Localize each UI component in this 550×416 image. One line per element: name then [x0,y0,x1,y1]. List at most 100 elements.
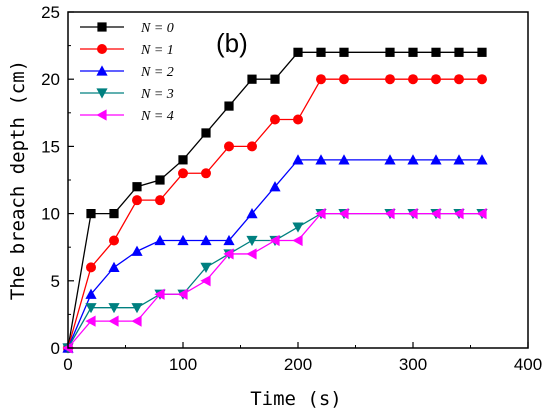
data-point-n0 [339,47,349,57]
legend-item-n3: N = 3 [80,87,174,102]
legend-marker [96,109,107,121]
data-point-n2 [131,245,143,256]
y-tick-label: 10 [41,205,60,224]
legend-label: N = 1 [140,43,174,58]
series-line-n0 [67,51,482,349]
data-point-n1 [477,74,487,85]
x-axis-title: Time (s) [250,388,342,410]
data-point-n4 [315,208,326,220]
data-point-n1 [178,168,188,179]
legend-item-n0: N = 0 [80,21,174,36]
legend-item-n4: N = 4 [80,109,174,124]
legend-label: N = 2 [140,65,174,80]
data-point-n1 [408,74,418,85]
x-tick-label: 200 [284,355,312,374]
legend-marker [96,88,108,99]
data-point-n2 [430,154,442,165]
y-tick-label: 15 [41,137,60,156]
data-point-n3 [200,262,212,273]
data-point-n4 [131,315,142,327]
legend-label: N = 3 [140,87,174,102]
data-point-n2 [200,234,212,246]
y-tick-label: 20 [41,70,60,89]
data-point-n0 [431,47,441,57]
data-point-n1 [201,168,211,179]
data-point-n0 [132,182,142,192]
legend-item-n2: N = 2 [80,65,174,80]
data-point-n1 [109,235,119,246]
data-point-n0 [408,47,418,57]
series-n3 [62,209,488,354]
data-point-n2 [407,154,419,165]
series-n0 [63,47,487,353]
legend-label: N = 0 [140,21,174,36]
series-line-n4 [67,212,482,349]
panel-label: (b) [216,28,248,58]
data-point-n0 [454,47,464,57]
data-point-n2 [154,234,166,246]
data-point-n0 [270,74,280,84]
data-point-n4 [430,208,441,220]
legend-marker [97,22,107,32]
data-point-n2 [476,154,488,165]
data-point-n1 [224,141,234,152]
series-n1 [63,74,487,353]
data-point-n4 [246,248,257,260]
data-point-n4 [85,315,96,327]
x-tick-label: 0 [63,355,72,374]
x-tick-label: 400 [514,355,542,374]
y-tick-label: 25 [41,3,60,22]
data-point-n1 [431,74,441,85]
y-tick-label: 5 [51,272,60,291]
data-point-n2 [246,208,258,219]
data-point-n0 [86,209,96,219]
data-point-n1 [270,114,280,125]
data-point-n0 [385,47,395,57]
legend-marker [97,44,107,54]
data-point-n3 [85,303,97,314]
data-point-n1 [454,74,464,85]
data-point-n0 [477,47,487,57]
data-point-n1 [385,74,395,85]
data-point-n4 [407,208,418,220]
legend-marker [96,65,108,76]
data-point-n0 [109,209,119,219]
data-point-n4 [453,208,464,220]
plot-frame [67,11,529,349]
legend: N = 0 N = 1 N = 2 N = 3 N = 4 [80,21,174,124]
data-point-n0 [201,128,211,138]
data-point-n4 [384,208,395,220]
data-point-n2 [315,154,327,165]
data-point-n0 [247,74,257,84]
data-point-n2 [292,154,304,165]
series-line-n3 [67,212,482,349]
data-point-n1 [132,195,142,206]
data-point-n4 [154,288,165,300]
data-point-n0 [293,47,303,57]
data-point-n4 [177,288,188,300]
series-n2 [62,154,488,353]
legend-item-n1: N = 1 [80,43,174,58]
data-point-n3 [246,235,258,247]
data-point-n4 [476,208,487,220]
data-point-n3 [292,222,304,233]
legend-label: N = 4 [140,109,174,124]
data-point-n1 [293,114,303,125]
data-point-n4 [223,248,234,260]
data-point-n2 [108,261,120,272]
data-point-n1 [339,74,349,85]
data-point-n0 [155,175,165,185]
data-point-n2 [269,181,281,192]
axis-ticks: 0 100 200 300 400 0 5 10 15 20 25 [41,3,542,374]
series-n4 [62,208,487,354]
data-point-n4 [269,234,280,247]
data-point-n2 [223,234,235,246]
data-point-n0 [224,101,234,111]
series-layer [62,47,488,354]
data-point-n3 [108,303,120,314]
data-point-n3 [131,303,143,314]
data-point-n1 [155,195,165,206]
data-point-n1 [86,262,96,273]
data-point-n0 [316,47,326,57]
